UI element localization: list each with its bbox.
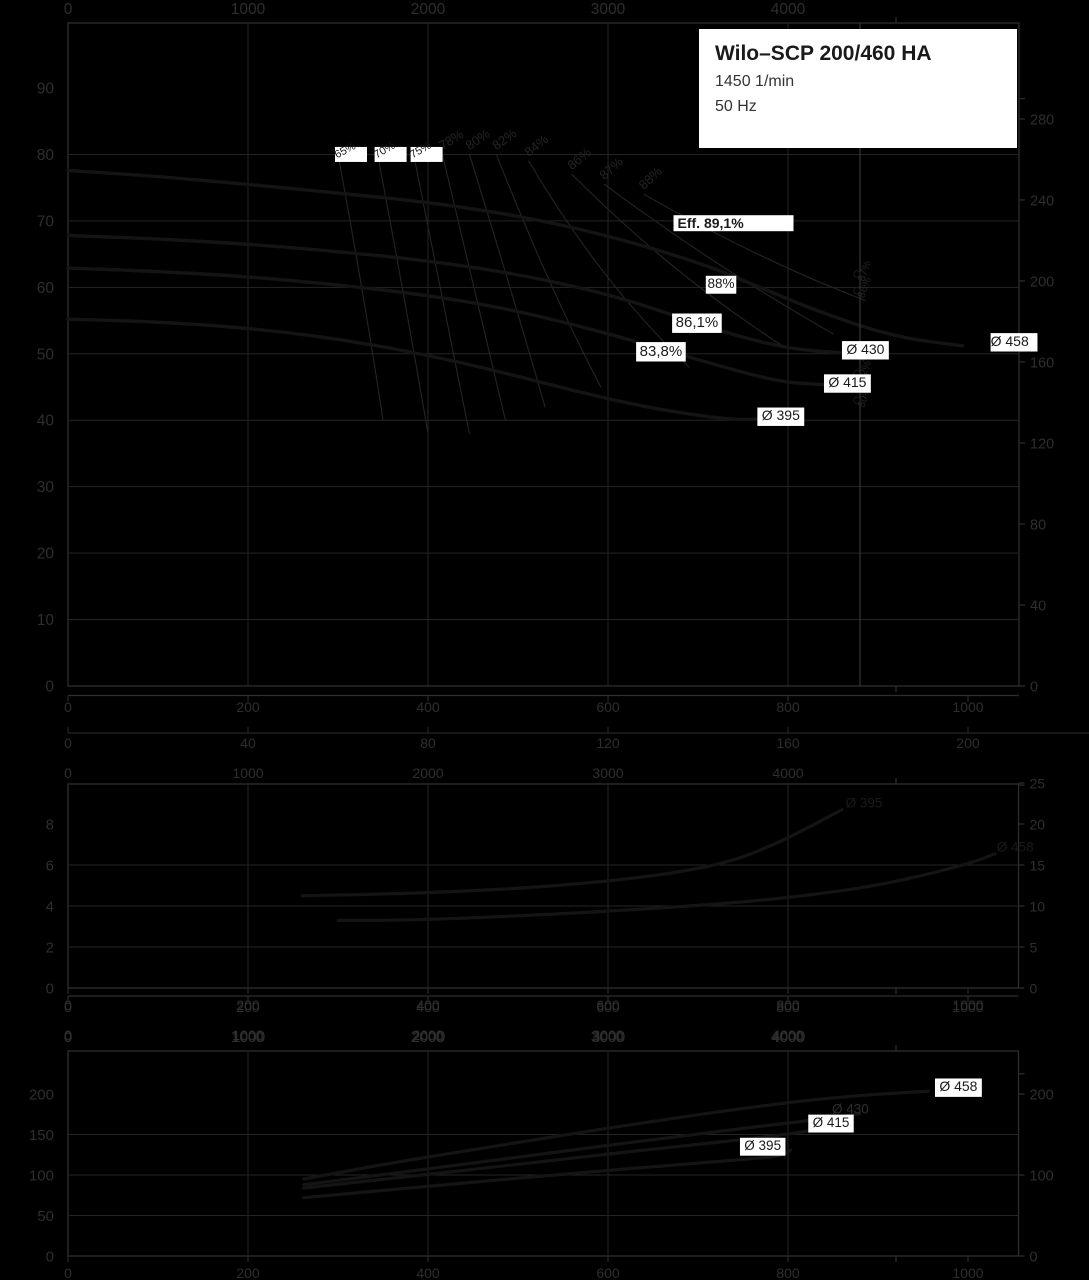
svg-text:Ø 395: Ø 395: [762, 407, 800, 423]
svg-text:Eff. 89,1%: Eff. 89,1%: [678, 215, 745, 231]
svg-text:2000: 2000: [411, 1, 446, 18]
svg-text:100: 100: [1030, 1169, 1054, 1185]
svg-text:50: 50: [37, 346, 55, 363]
svg-text:0: 0: [64, 1265, 72, 1280]
svg-text:Ø 415: Ø 415: [828, 374, 866, 390]
svg-text:90: 90: [37, 81, 55, 98]
svg-text:600: 600: [596, 999, 620, 1015]
svg-text:1000: 1000: [952, 1265, 983, 1280]
svg-text:Ø 430: Ø 430: [846, 341, 884, 357]
svg-text:0: 0: [64, 735, 72, 751]
svg-text:800: 800: [776, 999, 800, 1015]
svg-text:80: 80: [1030, 517, 1046, 533]
svg-text:0: 0: [64, 999, 72, 1015]
svg-text:Wilo–SCP 200/460 HA: Wilo–SCP 200/460 HA: [715, 42, 932, 65]
svg-text:Ø 458: Ø 458: [939, 1078, 977, 1094]
svg-text:4: 4: [46, 899, 54, 916]
svg-text:70: 70: [37, 213, 55, 230]
svg-text:40: 40: [37, 413, 55, 430]
svg-text:40: 40: [1030, 598, 1046, 614]
svg-text:400: 400: [416, 1265, 440, 1280]
svg-text:2000: 2000: [411, 1029, 446, 1046]
svg-text:200: 200: [236, 1265, 260, 1280]
svg-text:2: 2: [46, 940, 54, 957]
svg-text:88%: 88%: [708, 276, 735, 291]
svg-text:400: 400: [416, 699, 440, 715]
svg-text:200: 200: [956, 735, 980, 751]
svg-text:50 Hz: 50 Hz: [715, 98, 757, 115]
svg-text:10: 10: [1030, 899, 1046, 915]
svg-text:120: 120: [1030, 436, 1054, 452]
svg-text:200: 200: [1030, 1088, 1054, 1104]
svg-text:83,8%: 83,8%: [640, 343, 683, 360]
svg-text:0: 0: [1030, 981, 1038, 997]
svg-text:800: 800: [776, 699, 800, 715]
svg-text:200: 200: [1030, 274, 1054, 290]
svg-text:Ø 395: Ø 395: [846, 796, 883, 811]
svg-text:4000: 4000: [771, 1029, 806, 1046]
svg-text:60: 60: [37, 280, 55, 297]
svg-text:100: 100: [29, 1168, 54, 1185]
svg-text:160: 160: [776, 735, 800, 751]
svg-text:0: 0: [64, 1, 73, 18]
svg-text:Ø 395: Ø 395: [744, 1138, 781, 1153]
svg-text:3000: 3000: [591, 1029, 626, 1046]
svg-text:8: 8: [46, 817, 54, 834]
svg-text:Ø 415: Ø 415: [813, 1115, 850, 1130]
svg-text:20: 20: [37, 546, 55, 563]
svg-text:0: 0: [64, 765, 72, 781]
svg-text:80: 80: [420, 735, 436, 751]
svg-text:0: 0: [46, 1249, 54, 1266]
svg-text:200: 200: [29, 1087, 54, 1104]
svg-text:0: 0: [64, 699, 72, 715]
svg-text:3000: 3000: [592, 765, 623, 781]
svg-text:800: 800: [776, 1265, 800, 1280]
svg-text:0: 0: [46, 981, 54, 998]
svg-text:1450 1/min: 1450 1/min: [715, 73, 794, 90]
svg-text:6: 6: [46, 858, 54, 875]
svg-text:3000: 3000: [591, 1, 626, 18]
svg-text:Ø 458: Ø 458: [991, 333, 1029, 349]
svg-text:20: 20: [1030, 817, 1046, 833]
svg-text:240: 240: [1030, 193, 1054, 209]
svg-text:10: 10: [37, 612, 55, 629]
svg-text:50: 50: [37, 1208, 54, 1225]
svg-text:200: 200: [236, 699, 260, 715]
svg-text:280: 280: [1030, 112, 1054, 128]
svg-text:150: 150: [29, 1127, 54, 1144]
svg-text:2000: 2000: [412, 765, 443, 781]
svg-text:86,1%: 86,1%: [676, 314, 719, 331]
svg-text:0: 0: [45, 679, 54, 696]
svg-text:1000: 1000: [952, 699, 983, 715]
svg-text:1000: 1000: [231, 1, 266, 18]
svg-text:0: 0: [64, 1029, 73, 1046]
svg-text:0: 0: [1030, 1250, 1038, 1266]
svg-text:600: 600: [596, 1265, 620, 1280]
svg-text:40: 40: [240, 735, 256, 751]
svg-text:80: 80: [37, 147, 55, 164]
svg-text:15: 15: [1030, 858, 1046, 874]
svg-text:200: 200: [236, 999, 260, 1015]
svg-text:5: 5: [1030, 940, 1038, 956]
svg-text:1000: 1000: [952, 999, 983, 1015]
svg-text:160: 160: [1030, 355, 1054, 371]
svg-text:600: 600: [596, 699, 620, 715]
svg-text:120: 120: [596, 735, 620, 751]
svg-text:4000: 4000: [771, 1, 806, 18]
svg-text:0: 0: [1030, 680, 1038, 696]
svg-text:1000: 1000: [232, 765, 263, 781]
svg-text:Ø 458: Ø 458: [997, 840, 1034, 855]
svg-text:4000: 4000: [772, 765, 803, 781]
svg-text:25: 25: [1030, 776, 1046, 792]
svg-text:1000: 1000: [231, 1029, 266, 1046]
svg-text:30: 30: [37, 479, 55, 496]
svg-text:400: 400: [416, 999, 440, 1015]
